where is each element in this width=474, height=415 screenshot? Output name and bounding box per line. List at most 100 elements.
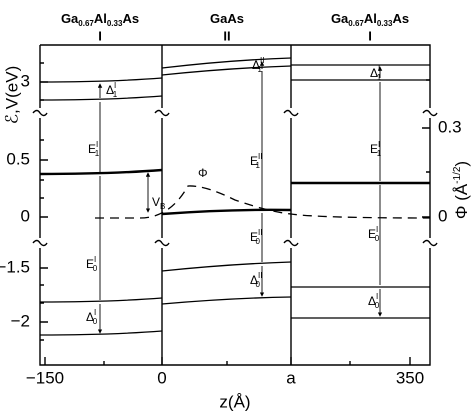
region-label: GaAs <box>210 11 244 26</box>
label-part: 0.67 <box>348 19 364 28</box>
axis-break <box>32 239 438 247</box>
band-label: EI 1 <box>88 140 100 158</box>
label-main: Δ <box>106 83 114 97</box>
x-tick-label: 350 <box>396 368 424 387</box>
label-main: E <box>370 142 378 156</box>
band-label: VB <box>152 195 165 211</box>
label-main: Φ <box>198 166 208 180</box>
label-sub: 1 <box>255 161 260 170</box>
label-sub: 1 <box>257 65 262 74</box>
label-part: GaAs <box>210 11 244 26</box>
band-edges <box>39 57 431 336</box>
label-part: As <box>392 11 409 26</box>
label-main: Δ <box>252 58 260 72</box>
y-tick-label: −1.5 <box>0 257 30 276</box>
band-line <box>39 297 163 303</box>
band-line <box>161 65 292 76</box>
band-label: ΔI 1 <box>106 81 118 99</box>
label-part: 0.33 <box>107 19 123 28</box>
label-sub: 0 <box>375 234 380 243</box>
label-sup: I <box>378 64 380 73</box>
band-label: EII 0 <box>250 228 262 246</box>
band-label: ΔII 1 <box>252 56 264 74</box>
band-label: ΔI 1 <box>370 64 382 82</box>
label-main: Δ <box>368 294 376 308</box>
phi-curve <box>95 185 431 219</box>
arrows <box>100 62 380 333</box>
region-label: Ga0.67Al0.33As <box>331 11 409 28</box>
band-label: EI 0 <box>86 255 98 273</box>
label-sub: 0 <box>375 301 380 310</box>
label-sup: II <box>260 56 264 65</box>
label-part: 0.33 <box>377 19 393 28</box>
frame <box>39 44 431 366</box>
y2-axis-label: Φ (Å-1/2) <box>452 161 472 219</box>
label-main: Δ <box>86 310 94 324</box>
band-label: EI 0 <box>368 225 380 243</box>
y-tick-label: 3 <box>21 71 30 90</box>
label-part: Ga <box>331 11 349 26</box>
band-label: ΔI 0 <box>86 308 98 326</box>
label-sup: I <box>376 292 378 301</box>
label-sup: I <box>114 81 116 90</box>
label-part: Φ (Å <box>452 183 471 219</box>
band-label: ΔI 0 <box>368 292 380 310</box>
region-number: I <box>98 28 102 43</box>
label-part: 0.67 <box>78 19 94 28</box>
label-sup: I <box>94 308 96 317</box>
label-sup: II <box>258 152 262 161</box>
label-sub: 0 <box>93 264 98 273</box>
band-line <box>161 296 292 305</box>
label-part: Al <box>364 11 377 26</box>
axis-break <box>32 109 438 117</box>
y-tick-label: 0 <box>21 206 30 225</box>
region-label: Ga0.67Al0.33As <box>61 11 139 28</box>
label-sup: I <box>94 255 96 264</box>
band-line <box>39 330 163 336</box>
tick-labels: 3 0.5 0 −1.5 −2 0.3 0 −150 0 a 350 z(Å) … <box>0 66 471 412</box>
band-line <box>161 261 292 272</box>
y2-tick-label: 0.3 <box>438 117 462 136</box>
label-part: Ga <box>61 11 79 26</box>
band-label: EII 1 <box>250 152 262 170</box>
label-sub: 0 <box>255 237 260 246</box>
label-main: E <box>250 230 258 244</box>
band-line <box>291 64 430 81</box>
label-sup: II <box>258 228 262 237</box>
label-main: V <box>152 195 160 209</box>
x-tick-label: 0 <box>157 368 166 387</box>
x-tick-label: a <box>286 368 296 387</box>
label-sub: 0 <box>93 317 98 326</box>
band-label: ΔII 0 <box>250 271 262 289</box>
band-line <box>39 77 163 83</box>
label-main: Δ <box>370 66 378 80</box>
band-line <box>39 95 163 101</box>
label-main: E <box>368 227 376 241</box>
band-label: Φ <box>198 166 208 180</box>
y-tick-label: −2 <box>11 311 30 330</box>
y-axis-label: ℰ,V(eV) <box>2 66 21 124</box>
tick-marks <box>40 62 430 365</box>
y2-tick-label: 0 <box>438 206 447 225</box>
region-number: I <box>368 28 372 43</box>
band-line <box>161 208 292 216</box>
label-sup: I <box>96 140 98 149</box>
label-sup: I <box>376 225 378 234</box>
label-sub: 1 <box>95 149 100 158</box>
label-sub: 1 <box>377 73 382 82</box>
label-sub: 1 <box>113 90 118 99</box>
label-sup: I <box>378 140 380 149</box>
axes <box>32 44 438 366</box>
label-sup: II <box>258 271 262 280</box>
label-main: E <box>86 257 94 271</box>
label-part: ) <box>452 161 471 167</box>
label-part: -1/2 <box>452 166 463 184</box>
region-number: II <box>223 28 230 43</box>
x-axis-label: z(Å) <box>219 392 250 411</box>
y-tick-label: 0.5 <box>6 149 30 168</box>
label-part: Al <box>94 11 107 26</box>
label-part: As <box>122 11 139 26</box>
label-main: Δ <box>250 273 258 287</box>
band-line <box>161 57 292 69</box>
